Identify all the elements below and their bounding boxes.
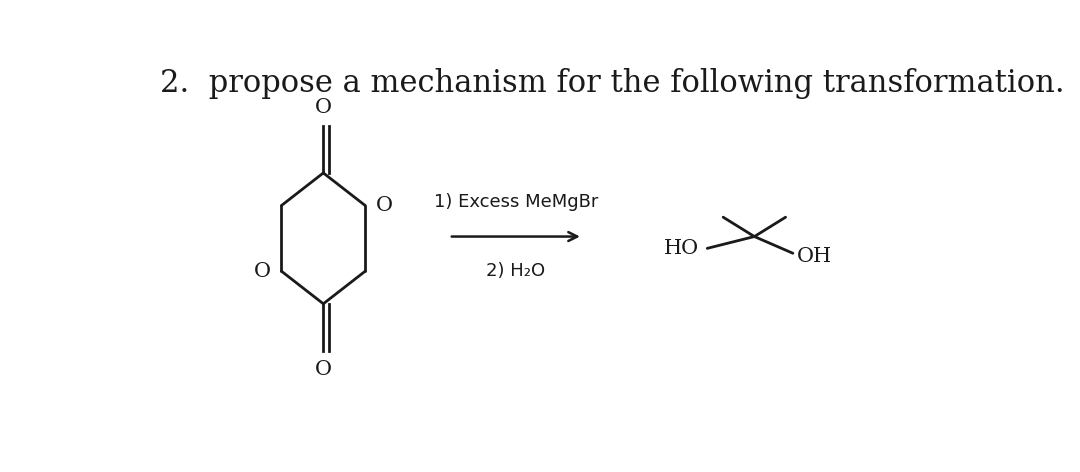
Text: O: O bbox=[315, 360, 332, 379]
Text: HO: HO bbox=[664, 239, 699, 258]
Text: O: O bbox=[254, 261, 271, 280]
Text: OH: OH bbox=[797, 247, 833, 266]
Text: O: O bbox=[315, 98, 332, 117]
Text: O: O bbox=[376, 196, 392, 215]
Text: 2) H₂O: 2) H₂O bbox=[486, 262, 545, 280]
Text: 2.  propose a mechanism for the following transformation.: 2. propose a mechanism for the following… bbox=[160, 67, 1065, 99]
Text: 1) Excess MeMgBr: 1) Excess MeMgBr bbox=[434, 193, 598, 211]
